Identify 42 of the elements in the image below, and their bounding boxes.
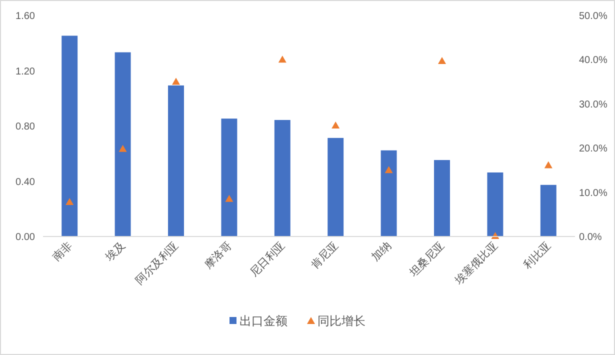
- y2-tick-label: 30.0%: [579, 99, 608, 110]
- x-tick-label: 南非: [50, 238, 75, 264]
- x-tick-label: 摩洛哥: [202, 238, 234, 272]
- point: [384, 166, 393, 174]
- x-tick-label: 利比亚: [520, 238, 554, 272]
- y2-tick-label: 10.0%: [579, 188, 608, 199]
- y-tick-label: 0.00: [16, 232, 36, 243]
- bar: [221, 118, 238, 236]
- point: [278, 56, 286, 63]
- bar: [114, 52, 131, 236]
- y2-tick-label: 20.0%: [579, 144, 608, 155]
- x-tick-label: 坦桑尼亚: [406, 240, 448, 280]
- point: [66, 198, 74, 205]
- point: [332, 122, 340, 128]
- point: [118, 144, 127, 152]
- bar: [328, 138, 344, 236]
- bar: [487, 172, 504, 236]
- point: [172, 78, 180, 85]
- x-tick-label: 埃塞俄比亚: [452, 238, 500, 288]
- bar: [168, 85, 184, 236]
- x-tick-label: 肯尼亚: [308, 238, 341, 272]
- y2-tick-label: 0.0%: [579, 232, 602, 243]
- y-tick-label: 1.20: [16, 66, 36, 78]
- y-tick-label: 0.80: [16, 122, 36, 132]
- point: [438, 56, 446, 64]
- y-tick-label: 0.40: [16, 176, 36, 188]
- bar: [434, 160, 450, 236]
- x-tick-label: 阿尔及利亚: [133, 238, 182, 288]
- y-tick-label: 1.60: [16, 11, 36, 22]
- y2-tick-label: 50.0%: [579, 11, 608, 22]
- bar: [540, 184, 556, 236]
- x-tick-label: 尼日利亚: [247, 238, 288, 280]
- bar: [274, 120, 290, 236]
- x-tick-label: 加纳: [369, 238, 394, 264]
- legend-label: 出口金额: [240, 314, 288, 328]
- y2-tick-label: 40.0%: [579, 55, 608, 66]
- x-tick-label: 埃及: [102, 238, 128, 264]
- bar: [62, 36, 78, 236]
- bar: [380, 150, 397, 236]
- point: [544, 161, 552, 168]
- point: [225, 194, 234, 202]
- legend-label: 同比增长: [318, 314, 366, 328]
